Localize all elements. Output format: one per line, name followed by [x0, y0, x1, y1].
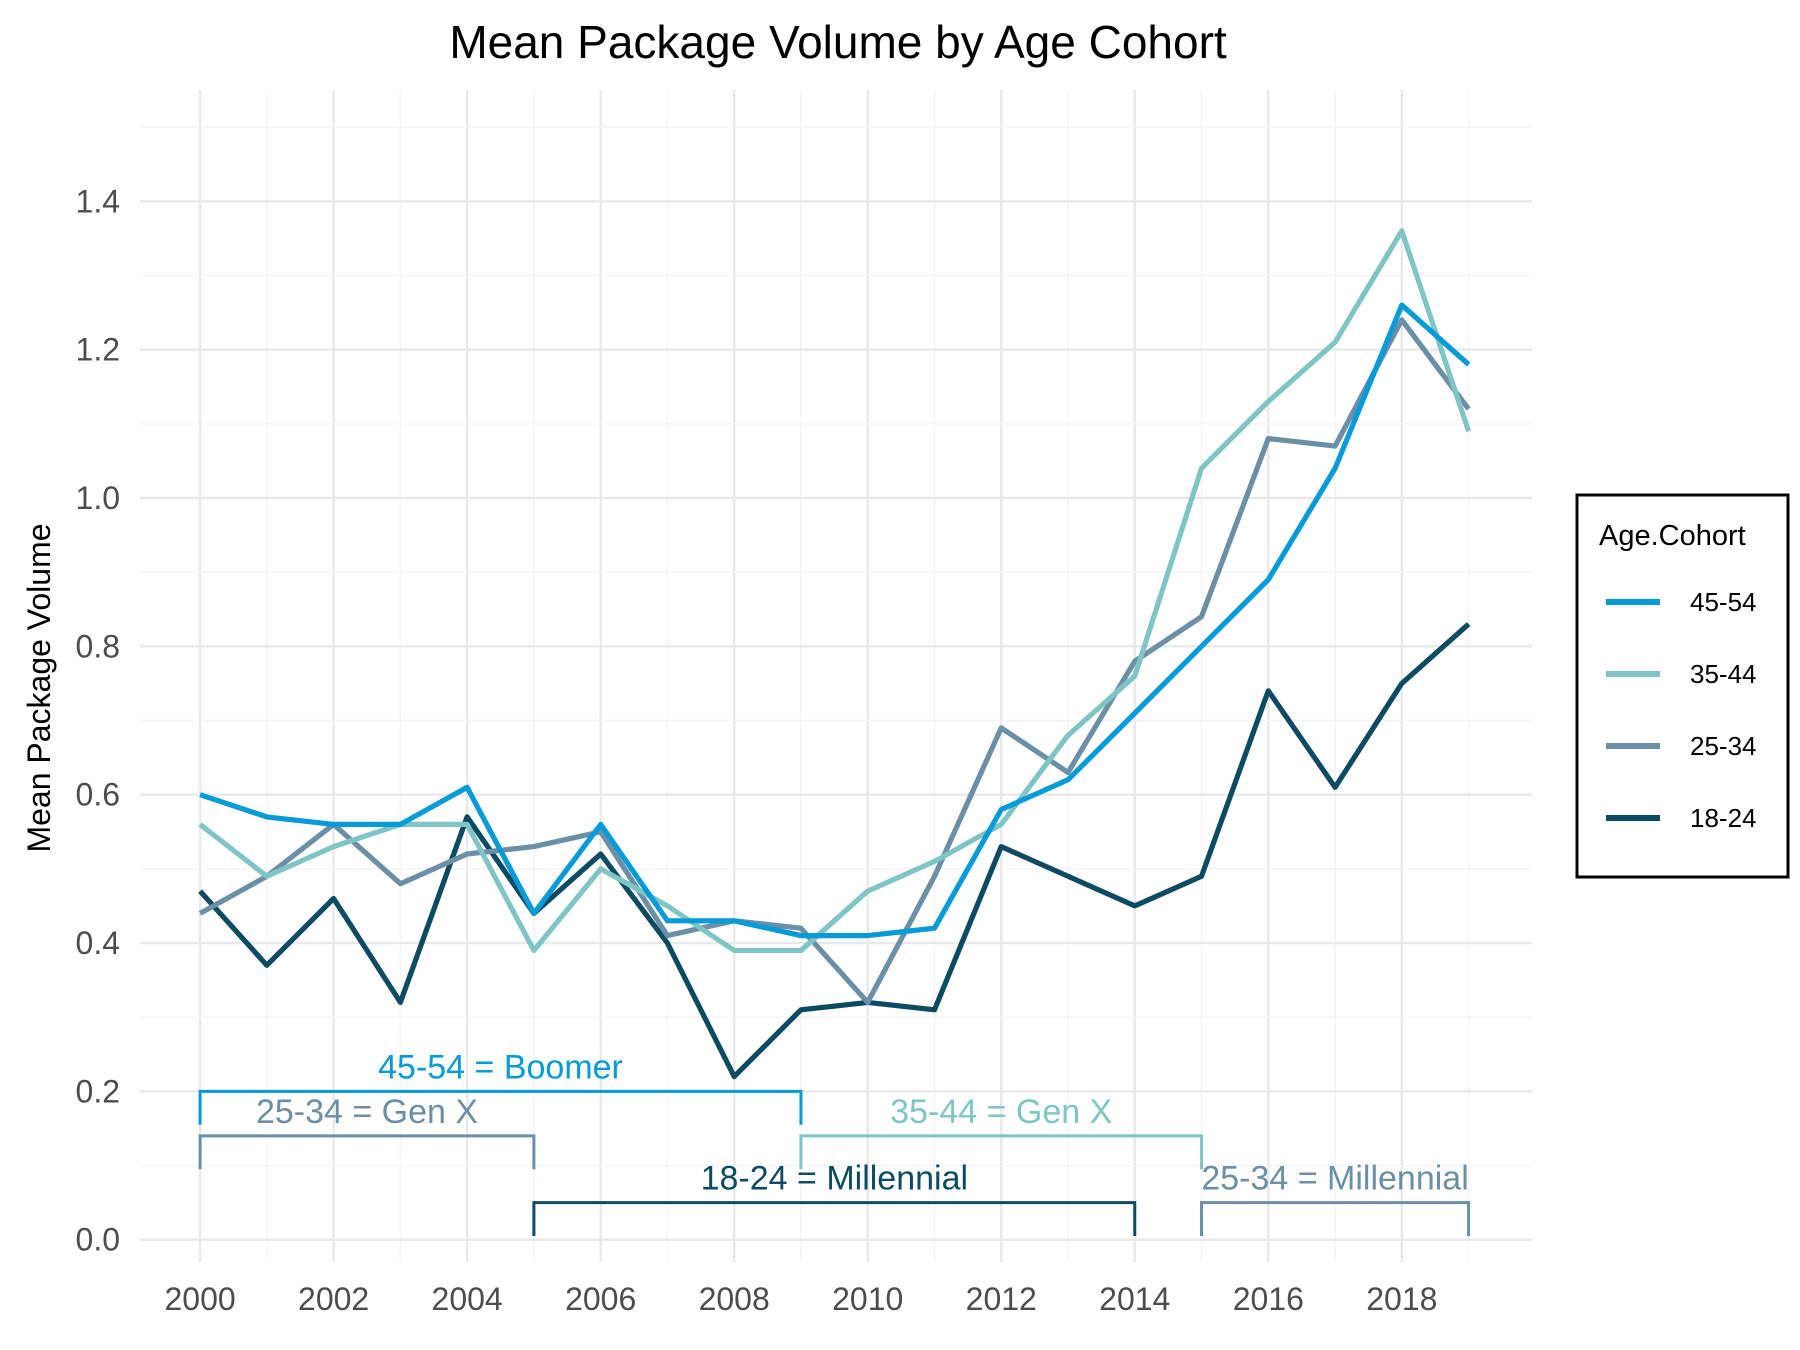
x-tick-label: 2000 — [164, 1281, 235, 1317]
y-tick-label: 0.4 — [76, 925, 120, 961]
legend-title: Age.Cohort — [1599, 520, 1746, 552]
x-tick-label: 2004 — [432, 1281, 503, 1317]
legend-box — [1575, 493, 1790, 879]
cohort-annotations: 45-54 = Boomer 25-34 = Gen X 35-44 = Gen X… — [198, 1048, 1471, 1237]
legend-item-18-24: 18-24 — [1606, 803, 1757, 833]
bracket-label: 25-34 = Gen X — [256, 1093, 478, 1131]
x-tick-label: 2014 — [1099, 1281, 1170, 1317]
gridlines — [140, 90, 1532, 1262]
cohort-bracket: 25-34 = Gen X — [198, 1093, 536, 1170]
bracket-label: 18-24 = Millennial — [701, 1160, 968, 1198]
legend-item-35-44: 35-44 — [1606, 659, 1757, 689]
x-tick-label: 2018 — [1366, 1281, 1437, 1317]
legend-label: 18-24 — [1690, 803, 1757, 833]
y-axis-title: Mean Package Volume — [21, 523, 57, 852]
y-tick-label: 1.0 — [76, 480, 120, 516]
bracket-label: 25-34 = Millennial — [1201, 1160, 1468, 1198]
axis-tick-labels: 0.0 0.2 0.4 0.6 0.8 1.0 1.2 1.4 2000 2002 2004 2006… — [76, 183, 1438, 1317]
y-tick-label: 0.6 — [76, 777, 120, 813]
y-tick-label: 0.8 — [76, 628, 120, 664]
cohort-bracket: 25-34 = Millennial — [1200, 1160, 1471, 1237]
series-lines — [198, 228, 1472, 1080]
legend-label: 35-44 — [1690, 659, 1757, 689]
bracket-label: 45-54 = Boomer — [378, 1048, 623, 1086]
bracket-line — [198, 1134, 536, 1170]
cohort-bracket: 35-44 = Gen X — [799, 1093, 1204, 1170]
bracket-line — [532, 1201, 1137, 1237]
x-tick-label: 2002 — [298, 1281, 369, 1317]
y-tick-label: 0.0 — [76, 1222, 120, 1258]
cohort-bracket: 18-24 = Millennial — [532, 1160, 1137, 1237]
legend-items: 45-54 35-44 25-34 18-24 — [1606, 587, 1757, 833]
x-tick-label: 2010 — [832, 1281, 903, 1317]
legend: Age.Cohort 45-54 35-44 25-34 18-24 — [1575, 493, 1790, 879]
y-tick-label: 1.2 — [76, 332, 120, 368]
series-line-18-24 — [198, 622, 1471, 1080]
series-line-25-34 — [198, 317, 1471, 1006]
series-line-35-44 — [198, 228, 1472, 954]
y-tick-label: 0.2 — [76, 1073, 120, 1109]
legend-item-45-54: 45-54 — [1606, 587, 1757, 617]
x-tick-label: 2008 — [699, 1281, 770, 1317]
bracket-line — [799, 1134, 1204, 1170]
legend-label: 25-34 — [1690, 731, 1757, 761]
bracket-line — [198, 1089, 803, 1125]
chart-title: Mean Package Volume by Age Cohort — [449, 16, 1227, 68]
bracket-label: 35-44 = Gen X — [890, 1093, 1112, 1131]
x-tick-label: 2006 — [565, 1281, 636, 1317]
legend-label: 45-54 — [1690, 587, 1757, 617]
x-tick-label: 2012 — [966, 1281, 1037, 1317]
bracket-line — [1200, 1201, 1471, 1237]
y-tick-label: 1.4 — [76, 183, 120, 219]
cohort-bracket: 45-54 = Boomer — [198, 1048, 803, 1125]
series-line-45-54 — [199, 302, 1471, 939]
x-tick-label: 2016 — [1233, 1281, 1304, 1317]
legend-item-25-34: 25-34 — [1606, 731, 1757, 761]
